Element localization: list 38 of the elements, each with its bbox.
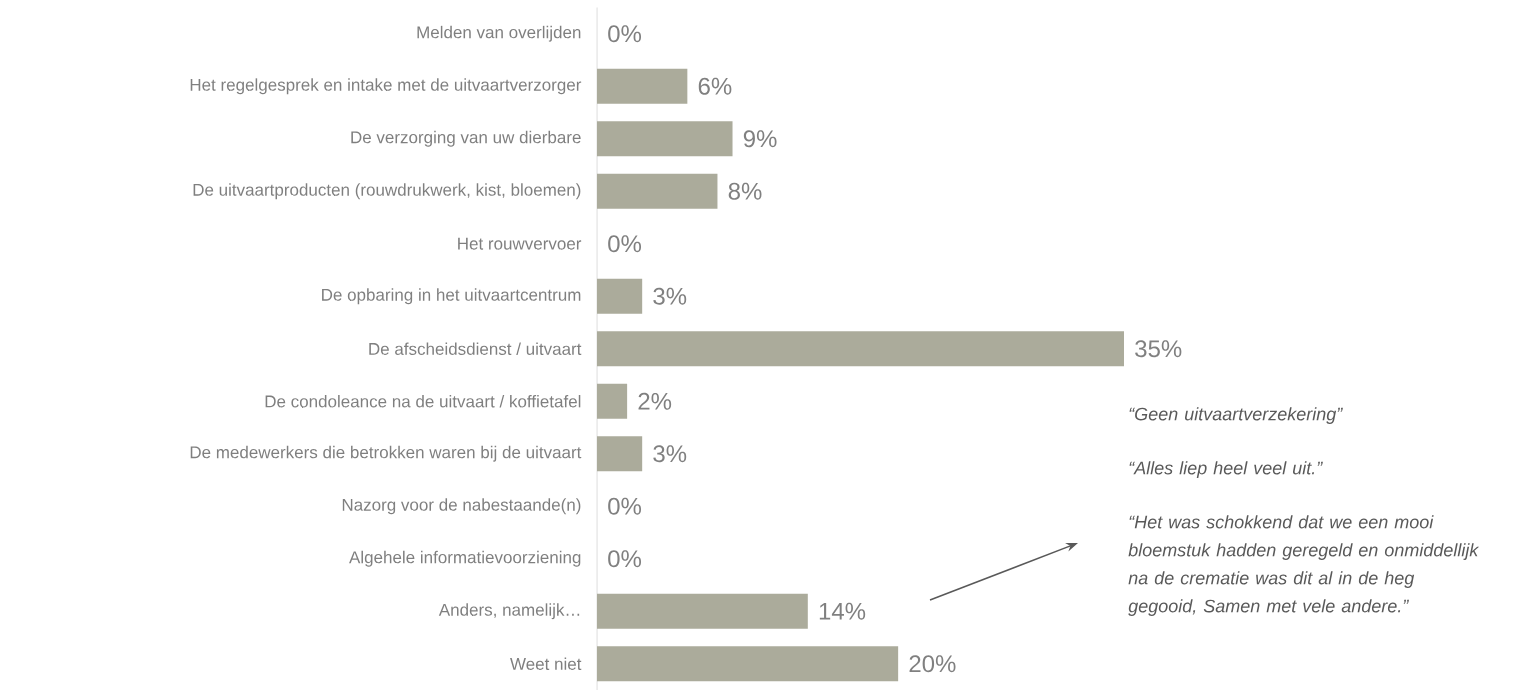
- data-label: 0%: [608, 497, 642, 515]
- text: “Geen uitvaartverzekering”: [1129, 407, 1343, 424]
- bar: [597, 173, 718, 209]
- data-label: 35%: [1135, 340, 1182, 358]
- data-label: 8%: [728, 182, 762, 200]
- data-label: 3%: [653, 287, 687, 305]
- data-label: 20%: [909, 655, 956, 673]
- bar: [597, 436, 643, 472]
- data-label: 9%: [743, 130, 777, 148]
- data-label: 0%: [608, 550, 642, 568]
- y-tick-label: Weet niet: [510, 657, 582, 670]
- data-label: 0%: [608, 235, 642, 253]
- bar: [597, 383, 628, 419]
- text: “Het was schokkend dat we een mooi bloemstuk hadden geregeld en onmiddellijk na de crematie was dit al in de heg gegooid, Samen met vele andere.”: [1128, 515, 1480, 616]
- data-label: 6%: [698, 77, 732, 95]
- y-tick-label: Melden van overlijden: [417, 25, 581, 42]
- bar: [597, 593, 808, 629]
- y-tick-label: Het rouwvervoer: [458, 237, 582, 250]
- y-tick-label: Anders, namelijk…: [438, 603, 580, 620]
- y-tick-label: De opbaring in het uitvaartcentrum: [322, 288, 581, 305]
- data-label: 2%: [638, 392, 672, 410]
- data-label: 14%: [819, 602, 866, 620]
- y-tick-label: Algehele informatievoorziening: [349, 550, 581, 567]
- bar: [597, 331, 1125, 367]
- bar: [597, 278, 643, 314]
- bar: [597, 68, 688, 104]
- bar: [597, 646, 899, 682]
- text: “Alles liep heel veel uit.”: [1129, 461, 1323, 478]
- bar: [597, 121, 733, 157]
- y-tick-label: De medewerkers die betrokken waren bij de uitvaart: [190, 445, 582, 462]
- y-tick-label: Het regelgesprek en intake met de uitvaartverzorger: [190, 78, 582, 95]
- y-tick-label: De verzorging van uw dierbare: [351, 130, 581, 147]
- y-tick-label: Nazorg voor de nabestaande(n): [342, 498, 581, 515]
- y-tick-label: De afscheidsdienst / uitvaart: [369, 342, 582, 355]
- data-label: 3%: [653, 445, 687, 463]
- y-tick-label: De condoleance na de uitvaart / koffietafel: [265, 395, 581, 408]
- data-label: 0%: [608, 25, 642, 43]
- y-tick-label: De uitvaartproducten (rouwdrukwerk, kist, bloemen): [193, 183, 581, 200]
